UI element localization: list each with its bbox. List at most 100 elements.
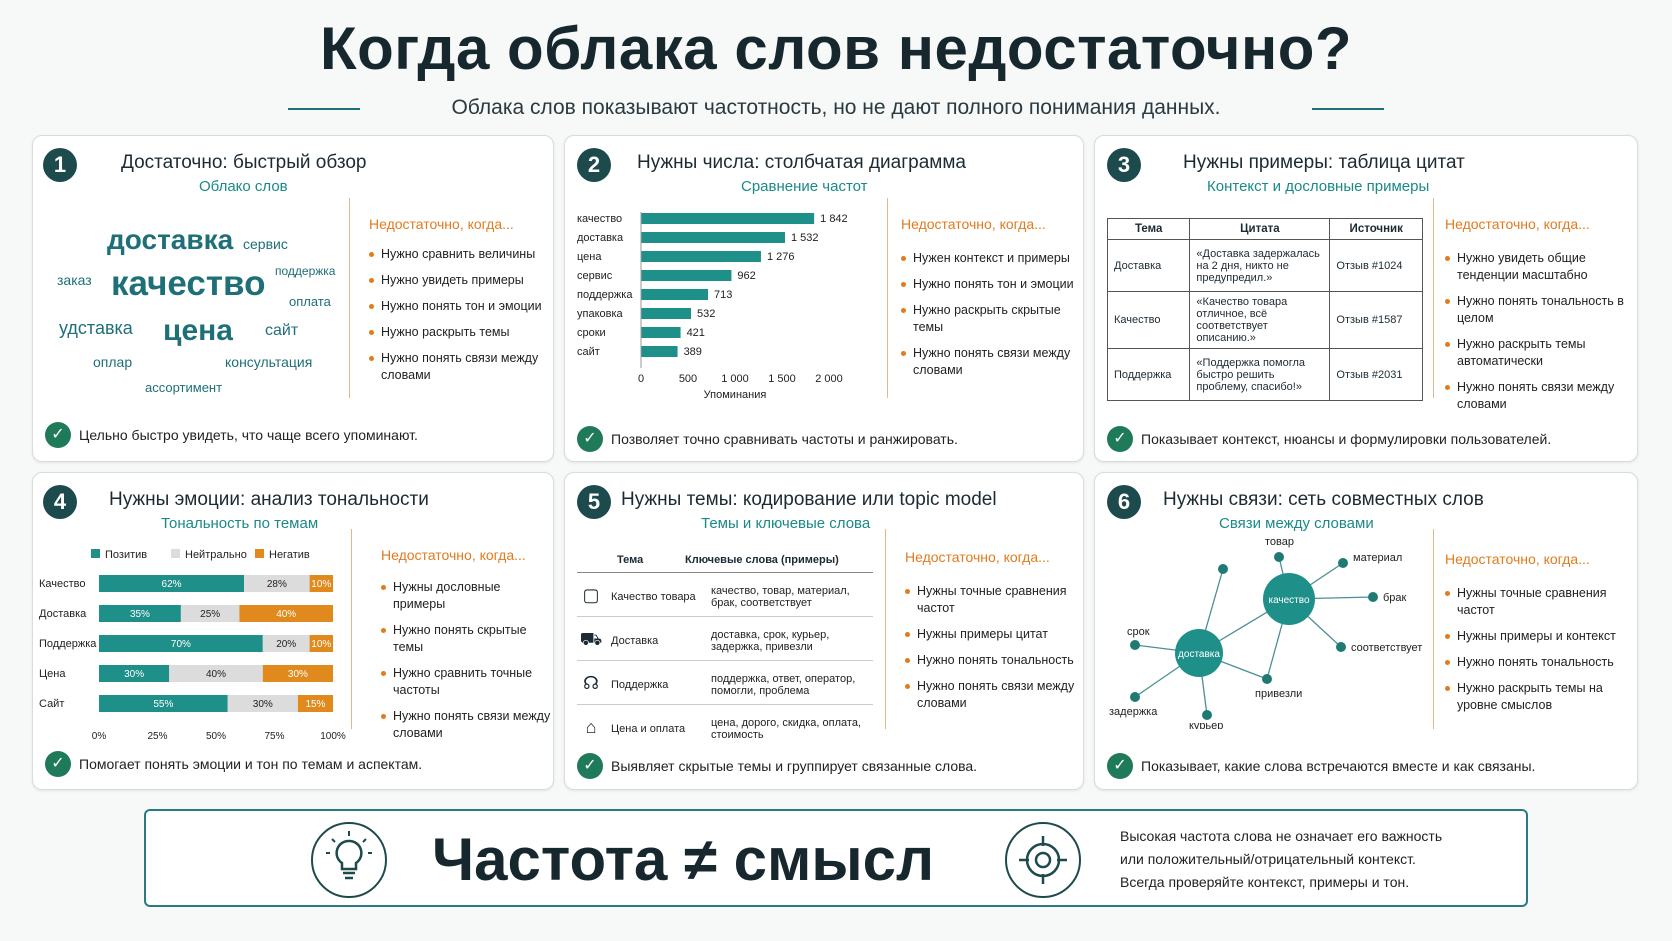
cloud-word: цена (163, 314, 233, 347)
list-item: Нужно увидеть общие тенденции масштабно (1445, 250, 1631, 284)
cloud-word: поддержка (275, 264, 336, 278)
cloud-word: качество (111, 264, 266, 303)
table-cell: Отзыв #1587 (1329, 291, 1423, 349)
divider (887, 198, 888, 398)
cloud-word: доставка (107, 224, 234, 255)
topic-name: Цена и оплата (611, 723, 686, 735)
banner-note-line: или положительный/отрицательный контекст… (1120, 851, 1416, 867)
topic-keywords: цена, дорого, скидка, оплата, стоимость (711, 717, 861, 741)
list-item: Нужно раскрыть темы на уровне смыслов (1445, 680, 1631, 714)
nd-list: Нужно сравнить величины Нужно увидеть пр… (369, 246, 549, 393)
bar (641, 213, 815, 224)
bar-category-label: доставка (577, 232, 624, 244)
card-number: 5 (577, 485, 611, 519)
table-header: Тема (1106, 218, 1191, 240)
card-topics: 5 Нужны темы: кодирование или topic mode… (564, 472, 1084, 790)
table-cell: Качество (1106, 291, 1191, 349)
target-icon (1005, 822, 1081, 898)
card-number: 2 (577, 148, 611, 182)
x-tick-label: 25% (147, 731, 167, 742)
table-cell: Поддержка (1106, 348, 1191, 401)
sentiment-stacked-chart: Позитив Нейтрально Негатив Качество 62% 28% 10… (39, 549, 346, 742)
node-label: материал (1353, 552, 1402, 564)
legend-swatch (171, 549, 180, 558)
subtitle-line-right (1312, 108, 1384, 110)
check-icon: ✓ (577, 426, 603, 452)
check-icon: ✓ (45, 422, 71, 448)
subtitle-line-left (288, 108, 360, 110)
card-subtitle: Темы и ключевые слова (701, 515, 871, 532)
table-header-row: Тема Цитата Источник (1106, 218, 1423, 240)
tag-icon: ⌂ (585, 717, 597, 737)
stacked-segment (169, 665, 263, 682)
card-title: Нужны темы: кодирование или topic model (621, 489, 997, 510)
nd-list: Нужно увидеть общие тенденции масштабно … (1445, 250, 1631, 422)
table-row: Поддержка «Поддержка помогла быстро реши… (1106, 348, 1423, 401)
nd-heading: Недостаточно, когда... (369, 216, 514, 232)
bar-category-label: сроки (577, 327, 606, 339)
nd-heading: Недостаточно, когда... (1445, 551, 1590, 567)
topic-table-header: Тема Ключевые слова (примеры) (577, 547, 873, 573)
bar-category-label: Сайт (39, 698, 64, 710)
card-footer: ✓ Цельно быстро увидеть, что чаще всего у… (45, 422, 418, 448)
bar-category-label: качество (577, 213, 622, 225)
card-footer: ✓ Позволяет точно сравнивать частоты и ра… (577, 426, 958, 452)
bar-category-label: цена (577, 251, 602, 263)
list-item: Нужен контекст и примеры (901, 250, 1081, 267)
card-word-cloud: 1 Достаточно: быстрый обзор Облако слов … (32, 135, 554, 462)
segment-label: 15% (305, 699, 325, 710)
card-number: 3 (1107, 148, 1141, 182)
cloud-word: заказ (57, 272, 92, 288)
table-cell: «Качество товара отличное, всё соответст… (1189, 291, 1331, 349)
topic-keywords: доставка, срок, курьер, задержка, привез… (711, 628, 830, 653)
segment-label: 55% (153, 699, 173, 710)
footer-text: Показывает контекст, нюансы и формулиров… (1141, 431, 1552, 447)
card-sentiment: 4 Нужны эмоции: анализ тональности Тонал… (32, 472, 554, 790)
topic-keywords: качество, товар, материал, брак, соответ… (711, 584, 850, 609)
node-label: курьер (1189, 720, 1223, 729)
card-title: Достаточно: быстрый обзор (121, 152, 367, 173)
node-label: товар (1265, 536, 1294, 548)
list-item: Нужно понять тон и эмоции (901, 276, 1081, 293)
legend-swatch (91, 549, 100, 558)
footer-text: Позволяет точно сравнивать частоты и ран… (611, 431, 958, 447)
check-icon: ✓ (577, 753, 603, 779)
card-footer: ✓ Помогает понять эмоции и тон по темам и… (45, 751, 422, 777)
divider (1433, 198, 1434, 398)
stacked-segment (99, 605, 181, 622)
network-nodes (1130, 552, 1378, 720)
card-title: Нужны связи: сеть совместных слов (1163, 489, 1484, 510)
banner-note-line: Всегда проверяйте контекст, примеры и то… (1120, 874, 1410, 890)
nd-list: Нужны точные сравнения частот Нужны прим… (1445, 585, 1631, 723)
bar (641, 346, 678, 357)
network-hub (1263, 573, 1315, 625)
box-icon: ▢ (582, 584, 600, 605)
x-tick-label: 75% (264, 731, 284, 742)
bar-category-label: поддержка (577, 289, 633, 301)
bar-value-label: 389 (684, 346, 702, 358)
list-item: Нужно понять связи между словами (1445, 379, 1631, 413)
list-item: Нужны точные сравнения частот (1445, 585, 1631, 619)
nd-heading: Недостаточно, когда... (381, 547, 526, 563)
list-item: Нужно сравнить точные частоты (381, 665, 551, 699)
segment-label: 30% (124, 669, 144, 680)
cooccurrence-network: доставка качество товар материал брак со… (1109, 536, 1422, 729)
node-label: срок (1127, 626, 1150, 638)
bar-category-label: сервис (577, 270, 613, 282)
card-number: 4 (43, 485, 77, 519)
table-row: ⛟ Доставка доставка, срок, курьер, задержк… (577, 621, 873, 661)
segment-label: 10% (311, 579, 331, 590)
divider (885, 529, 886, 729)
divider (351, 529, 352, 729)
x-tick-label: 100% (320, 731, 346, 742)
bar-value-label: 713 (714, 289, 732, 301)
list-item: Нужно понять связи между словами (905, 678, 1079, 712)
stacked-segment (262, 665, 333, 682)
page-title: Когда облака слов недостаточно? (319, 15, 1353, 82)
nd-heading: Недостаточно, когда... (901, 216, 1046, 232)
x-tick-label: 500 (679, 373, 697, 385)
topic-name: Качество товара (611, 590, 696, 603)
list-item: Нужно понять связи между словами (901, 345, 1081, 379)
stacked-segment (297, 695, 333, 712)
footer-text: Выявляет скрытые темы и группирует связа… (611, 758, 978, 774)
